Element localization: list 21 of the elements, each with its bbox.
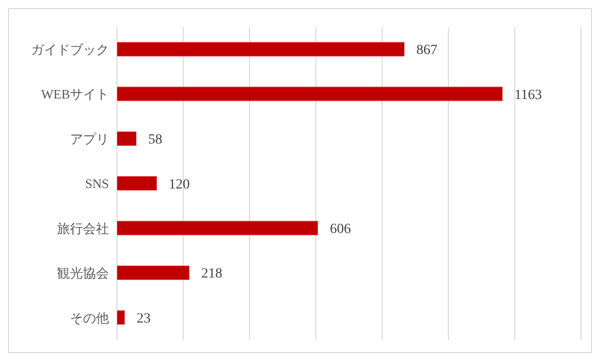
bar	[117, 86, 503, 102]
bar	[117, 220, 318, 236]
bar	[117, 131, 136, 146]
data-label: 606	[330, 222, 351, 238]
data-label: 23	[136, 311, 151, 326]
y-tick-label: 旅行会社	[57, 220, 109, 236]
data-label: 58	[148, 132, 162, 148]
data-label: 1163	[514, 88, 542, 103]
data-label: 867	[416, 43, 438, 58]
y-tick-label: WEBサイト	[41, 86, 109, 102]
y-tick-label: 観光協会	[57, 266, 109, 281]
data-label: 120	[168, 177, 190, 192]
y-tick-label: SNS	[85, 176, 109, 192]
y-tick-label: その他	[70, 310, 109, 326]
bar	[117, 266, 190, 280]
y-tick-label: ガイドブック	[31, 42, 109, 57]
bar	[117, 310, 125, 325]
bar	[117, 176, 158, 191]
bar	[117, 42, 405, 56]
y-tick-label: アプリ	[70, 131, 109, 146]
data-label: 218	[201, 266, 222, 282]
